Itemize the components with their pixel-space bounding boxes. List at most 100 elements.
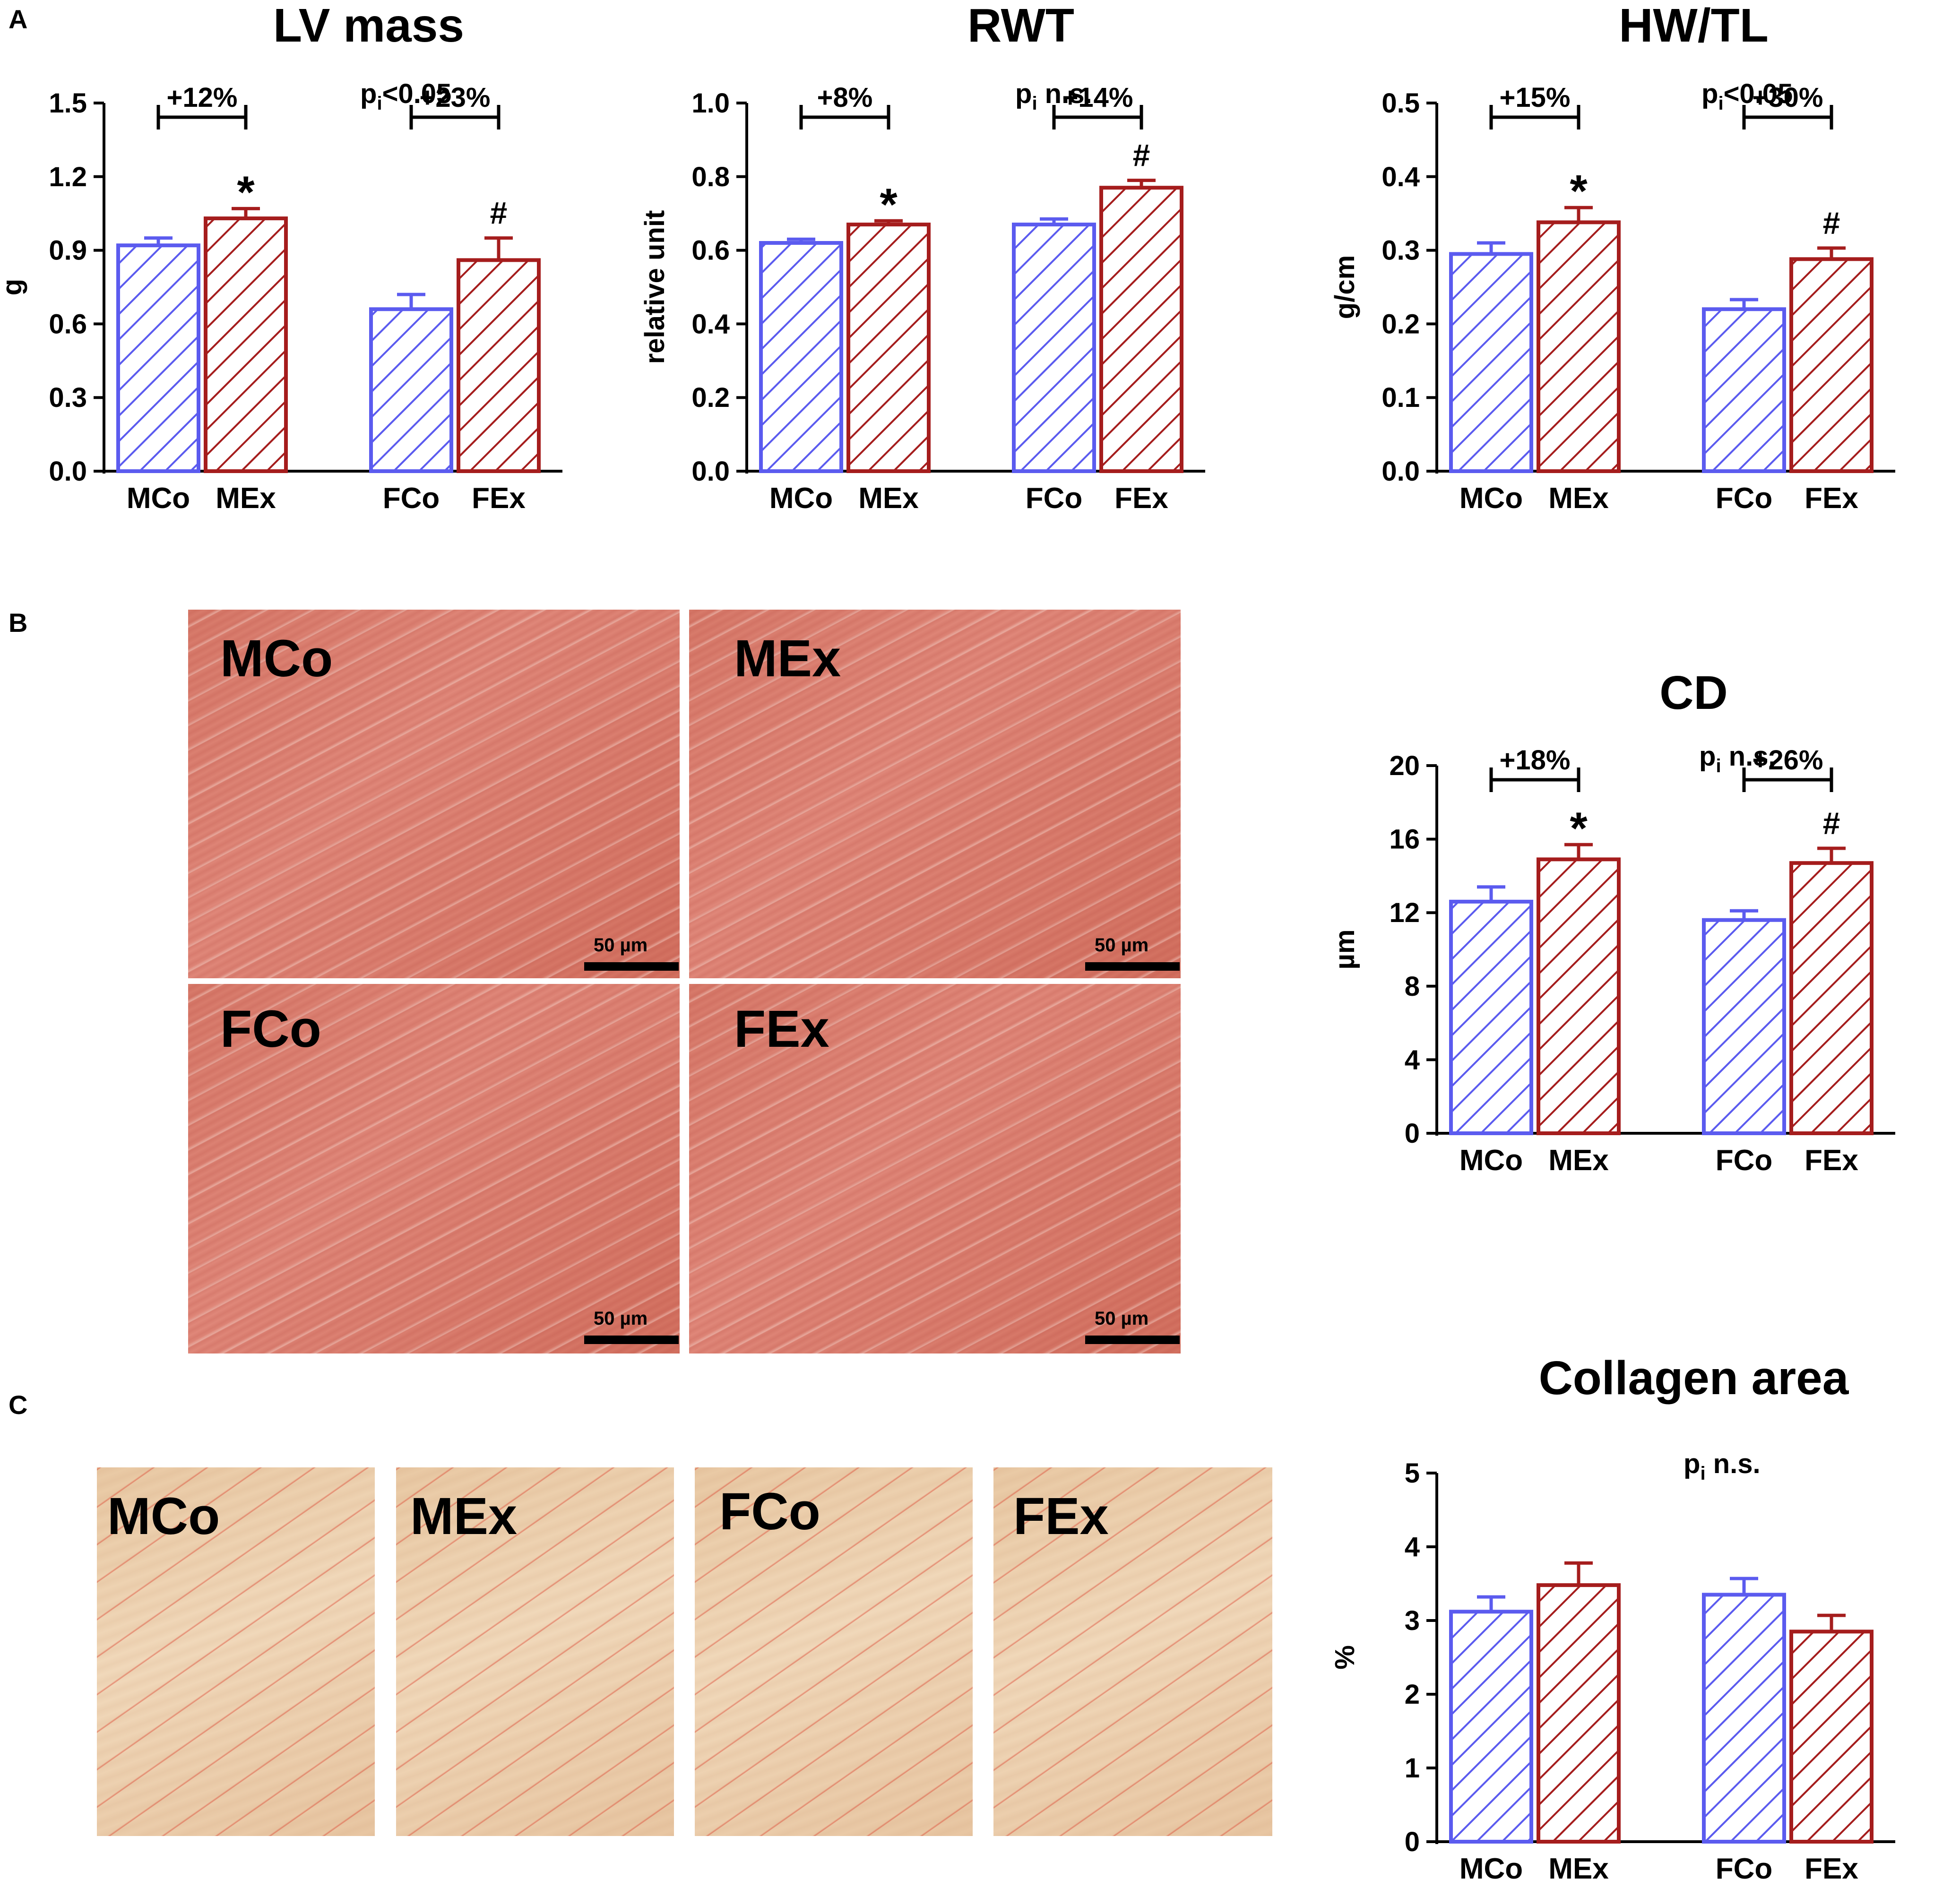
x-tick-label: FEx xyxy=(472,482,526,515)
y-tick-label: 0.2 xyxy=(1381,309,1420,339)
y-tick-label: 8 xyxy=(1405,971,1420,1002)
significance-marker: # xyxy=(1133,138,1150,173)
micrograph-sirius-fco: FCo xyxy=(695,1467,973,1836)
bracket-label: +30% xyxy=(1753,82,1823,113)
x-tick-label: MEx xyxy=(1548,1144,1609,1177)
micrograph-label: FCo xyxy=(719,1483,820,1541)
micrograph-sirius-fex: FEx xyxy=(993,1467,1272,1836)
x-tick-label: MCo xyxy=(769,482,833,515)
scale-bar xyxy=(584,962,679,971)
y-tick-label: 2 xyxy=(1405,1679,1420,1710)
micrograph-label: FEx xyxy=(1013,1487,1109,1545)
chart-svg: HW/TL 0.0 0.1 0.2 0.3 0.4 0.5 g/cm MCo MEx * FCo FEx… xyxy=(1330,0,1895,515)
y-axis-label: relative unit xyxy=(639,210,670,364)
y-tick-label: 5 xyxy=(1405,1458,1420,1489)
chart-title: Collagen area xyxy=(1539,1352,1849,1405)
x-tick-label: MCo xyxy=(1459,1853,1523,1885)
x-tick-label: MCo xyxy=(1459,1144,1523,1177)
bar xyxy=(1449,1610,1533,1844)
scale-bar xyxy=(1085,1336,1180,1344)
x-tick-label: FEx xyxy=(1805,1853,1858,1885)
y-tick-label: 1 xyxy=(1405,1753,1420,1784)
chart-svg: RWT 0.0 0.2 0.4 0.6 0.8 1.0 relative unit MCo MEx… xyxy=(639,0,1205,515)
chart-lv-mass: LV mass 0.0 0.3 0.6 0.9 1.2 1.5 g MCo MEx * FCo FEx #… xyxy=(0,0,643,548)
y-axis-label: g/cm xyxy=(1330,255,1360,319)
y-tick-label: 3 xyxy=(1405,1605,1420,1636)
chart-title: LV mass xyxy=(273,0,464,52)
micrograph-he-fco: FCo 50 µm xyxy=(188,984,680,1353)
chart-rwt: RWT 0.0 0.2 0.4 0.6 0.8 1.0 relative unit MCo MEx… xyxy=(639,0,1304,548)
y-tick-label: 4 xyxy=(1405,1532,1420,1562)
micrograph-he-mco: MCo 50 µm xyxy=(188,610,680,978)
significance-marker: * xyxy=(1570,166,1588,216)
y-tick-label: 0.0 xyxy=(49,456,87,487)
y-tick-label: 0.3 xyxy=(1381,235,1420,266)
x-tick-label: MEx xyxy=(1548,482,1609,515)
panel-label-c: C xyxy=(9,1390,28,1420)
bracket-label: +18% xyxy=(1500,745,1571,776)
y-tick-label: 0.5 xyxy=(1381,88,1420,119)
chart-title: RWT xyxy=(967,0,1074,52)
bar xyxy=(1789,861,1874,1136)
bar xyxy=(369,307,453,473)
x-tick-label: FEx xyxy=(1805,482,1858,515)
y-tick-label: 1.0 xyxy=(691,88,730,119)
x-tick-label: FCo xyxy=(383,482,440,515)
y-tick-label: 4 xyxy=(1405,1044,1420,1075)
interaction-pvalue: pi<0.05 xyxy=(1701,78,1793,114)
y-tick-label: 12 xyxy=(1389,897,1420,928)
scale-bar-label: 50 µm xyxy=(594,1308,648,1329)
bar xyxy=(1537,857,1621,1135)
micrograph-label: MCo xyxy=(107,1487,220,1545)
panel-label-a: A xyxy=(9,4,28,34)
y-tick-label: 0.6 xyxy=(691,235,730,266)
interaction-pvalue: pi<0.05 xyxy=(360,78,451,114)
y-axis-label: µm xyxy=(1330,930,1360,970)
y-tick-label: 0.9 xyxy=(49,235,87,266)
interaction-pvalue: pi n.s. xyxy=(1699,741,1776,776)
y-tick-label: 0.6 xyxy=(49,309,87,339)
interaction-pvalue: pi n.s. xyxy=(1684,1448,1761,1484)
micrograph-he-mex: MEx 50 µm xyxy=(689,610,1181,978)
y-tick-label: 16 xyxy=(1389,824,1420,855)
bar xyxy=(1702,307,1786,473)
bar xyxy=(1789,1629,1874,1844)
bar xyxy=(1449,899,1533,1135)
y-tick-label: 0 xyxy=(1405,1827,1420,1857)
x-tick-label: FCo xyxy=(1716,1144,1773,1177)
y-tick-label: 1.5 xyxy=(49,88,87,119)
significance-marker: # xyxy=(490,196,508,231)
significance-marker: * xyxy=(1570,803,1588,853)
chart-title: CD xyxy=(1659,666,1727,719)
y-tick-label: 0.1 xyxy=(1381,382,1420,413)
scale-bar-label: 50 µm xyxy=(1095,935,1149,956)
bar xyxy=(1702,918,1786,1135)
x-tick-label: FEx xyxy=(1805,1144,1858,1177)
bar xyxy=(1537,220,1621,473)
scale-bar xyxy=(584,1336,679,1344)
bar xyxy=(1537,1583,1621,1844)
x-tick-label: MCo xyxy=(127,482,190,515)
chart-svg: CD 0 4 8 12 16 20 µm MCo MEx * FCo FEx # +18% +26%pi n.… xyxy=(1330,666,1895,1177)
x-tick-label: FCo xyxy=(1716,482,1773,515)
micrograph-label: MEx xyxy=(410,1487,518,1545)
x-tick-label: MEx xyxy=(858,482,919,515)
bar xyxy=(1099,186,1183,474)
panel-label-b: B xyxy=(9,608,28,638)
x-tick-label: MCo xyxy=(1459,482,1523,515)
micrograph-label: FEx xyxy=(734,1000,829,1058)
significance-marker: # xyxy=(1823,806,1840,841)
y-tick-label: 0.0 xyxy=(691,456,730,487)
y-tick-label: 1.2 xyxy=(49,162,87,192)
chart-svg: LV mass 0.0 0.3 0.6 0.9 1.2 1.5 g MCo MEx * FCo FEx #… xyxy=(0,0,562,515)
bracket-label: +8% xyxy=(817,82,873,113)
bar xyxy=(759,241,843,474)
y-tick-label: 0.4 xyxy=(691,309,730,339)
y-axis-label: % xyxy=(1330,1645,1360,1670)
interaction-pvalue: pi n.s. xyxy=(1015,78,1092,114)
scale-bar-label: 50 µm xyxy=(594,935,648,956)
chart-svg: Collagen area 0 1 2 3 4 5% MCo MEx FCo FEx pi n.s. xyxy=(1330,1352,1895,1885)
bar xyxy=(204,216,288,473)
micrograph-sirius-mco: MCo xyxy=(97,1467,375,1836)
bar xyxy=(116,243,200,473)
